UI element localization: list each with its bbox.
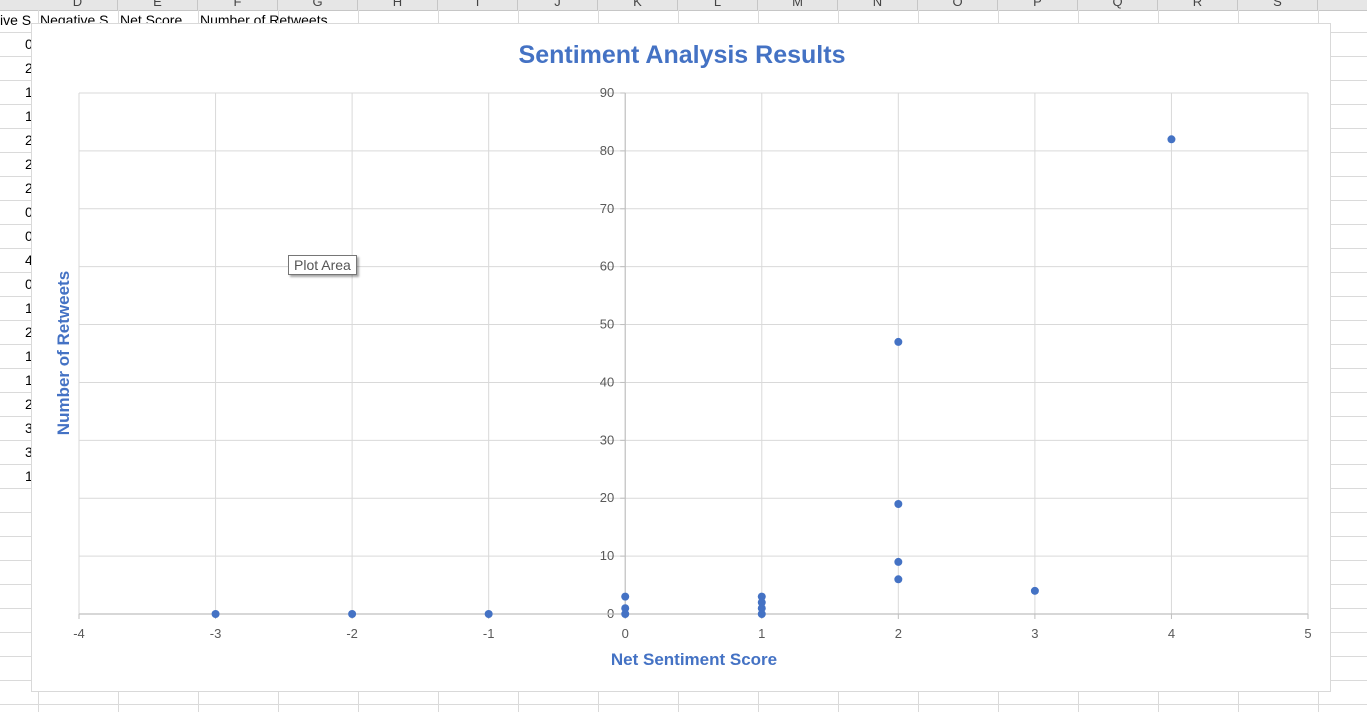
data-point[interactable] bbox=[757, 604, 766, 613]
sheet-cell[interactable]: 1 bbox=[25, 300, 33, 316]
sheet-cell[interactable]: 0 bbox=[25, 36, 33, 52]
x-tick-label: 5 bbox=[1304, 626, 1311, 641]
sheet-cell[interactable]: 2 bbox=[25, 60, 33, 76]
sheet-cell[interactable]: 2 bbox=[25, 324, 33, 340]
sheet-cell[interactable]: 0 bbox=[25, 228, 33, 244]
y-tick-label: 90 bbox=[600, 85, 614, 100]
column-header-d[interactable]: D bbox=[38, 0, 118, 10]
scatter-chart[interactable]: Sentiment Analysis Results -4 -3 -2 -1 0 1 2 3 4… bbox=[31, 23, 1331, 692]
sheet-cell[interactable]: 4 bbox=[25, 252, 33, 268]
y-tick-label: 80 bbox=[600, 143, 614, 158]
sheet-cell[interactable]: 1 bbox=[25, 348, 33, 364]
y-tick-label: 60 bbox=[600, 259, 614, 274]
data-point[interactable] bbox=[211, 610, 220, 618]
sheet-cell[interactable]: 0 bbox=[25, 204, 33, 220]
data-point[interactable] bbox=[894, 500, 903, 509]
plot-svg[interactable]: -4-3-2-10123450102030405060708090 bbox=[32, 24, 1332, 693]
x-tick-label: -1 bbox=[483, 626, 495, 641]
sheet-cell[interactable]: 2 bbox=[25, 180, 33, 196]
y-axis-title[interactable]: Number of Retweets bbox=[54, 270, 73, 436]
data-point[interactable] bbox=[348, 610, 357, 618]
sheet-cell[interactable]: 0 bbox=[25, 276, 33, 292]
y-tick-label: 30 bbox=[600, 432, 614, 447]
plot-area-tooltip: Plot Area bbox=[288, 255, 357, 275]
y-tick-label: 70 bbox=[600, 201, 614, 216]
data-point[interactable] bbox=[484, 610, 493, 618]
x-tick-label: 2 bbox=[895, 626, 902, 641]
data-point[interactable] bbox=[894, 337, 903, 346]
sheet-cell[interactable]: 3 bbox=[25, 420, 33, 436]
column-header-n[interactable]: N bbox=[838, 0, 918, 10]
sheet-cell[interactable]: 1 bbox=[25, 108, 33, 124]
sheet-cell[interactable]: 2 bbox=[25, 132, 33, 148]
x-tick-label: -4 bbox=[73, 626, 85, 641]
x-tick-label: 1 bbox=[758, 626, 765, 641]
data-point[interactable] bbox=[757, 592, 766, 601]
column-header-g[interactable]: G bbox=[278, 0, 358, 10]
data-point[interactable] bbox=[757, 610, 766, 618]
y-tick-label: 40 bbox=[600, 374, 614, 389]
column-header-e[interactable]: E bbox=[118, 0, 198, 10]
column-header-k[interactable]: K bbox=[598, 0, 678, 10]
column-header-j[interactable]: J bbox=[518, 0, 598, 10]
sheet-cell[interactable]: 1 bbox=[25, 84, 33, 100]
x-tick-label: -2 bbox=[346, 626, 358, 641]
x-tick-label: 0 bbox=[622, 626, 629, 641]
column-header-i[interactable]: I bbox=[438, 0, 518, 10]
column-header-h[interactable]: H bbox=[358, 0, 438, 10]
sheet-cell[interactable]: 3 bbox=[25, 444, 33, 460]
header-cell-positive-score[interactable]: ive S bbox=[0, 12, 32, 28]
x-tick-label: -3 bbox=[210, 626, 222, 641]
data-point[interactable] bbox=[894, 557, 903, 566]
column-header-l[interactable]: L bbox=[678, 0, 758, 10]
data-point[interactable] bbox=[1167, 135, 1176, 144]
data-point[interactable] bbox=[1030, 586, 1039, 595]
column-header-p[interactable]: P bbox=[998, 0, 1078, 10]
data-point[interactable] bbox=[894, 575, 903, 584]
column-header-s[interactable]: S bbox=[1238, 0, 1318, 10]
sheet-cell[interactable]: 2 bbox=[25, 396, 33, 412]
data-point[interactable] bbox=[621, 592, 630, 601]
y-tick-label: 10 bbox=[600, 548, 614, 563]
data-point[interactable] bbox=[757, 598, 766, 607]
column-header-f[interactable]: F bbox=[198, 0, 278, 10]
sheet-cell[interactable]: 1 bbox=[25, 372, 33, 388]
sheet-gridline-horizontal bbox=[0, 704, 1367, 705]
column-header-m[interactable]: M bbox=[758, 0, 838, 10]
sheet-cell[interactable]: 1 bbox=[25, 468, 33, 484]
x-tick-label: 4 bbox=[1168, 626, 1175, 641]
x-axis-title[interactable]: Net Sentiment Score bbox=[610, 650, 778, 669]
column-header-r[interactable]: R bbox=[1158, 0, 1238, 10]
data-point[interactable] bbox=[621, 604, 630, 613]
chart-title[interactable]: Sentiment Analysis Results bbox=[518, 41, 846, 69]
data-point[interactable] bbox=[621, 610, 630, 618]
column-header-o[interactable]: O bbox=[918, 0, 998, 10]
column-header-q[interactable]: Q bbox=[1078, 0, 1158, 10]
sheet-cell[interactable]: 2 bbox=[25, 156, 33, 172]
y-tick-label: 20 bbox=[600, 490, 614, 505]
x-tick-label: 3 bbox=[1031, 626, 1038, 641]
y-tick-label: 50 bbox=[600, 317, 614, 332]
